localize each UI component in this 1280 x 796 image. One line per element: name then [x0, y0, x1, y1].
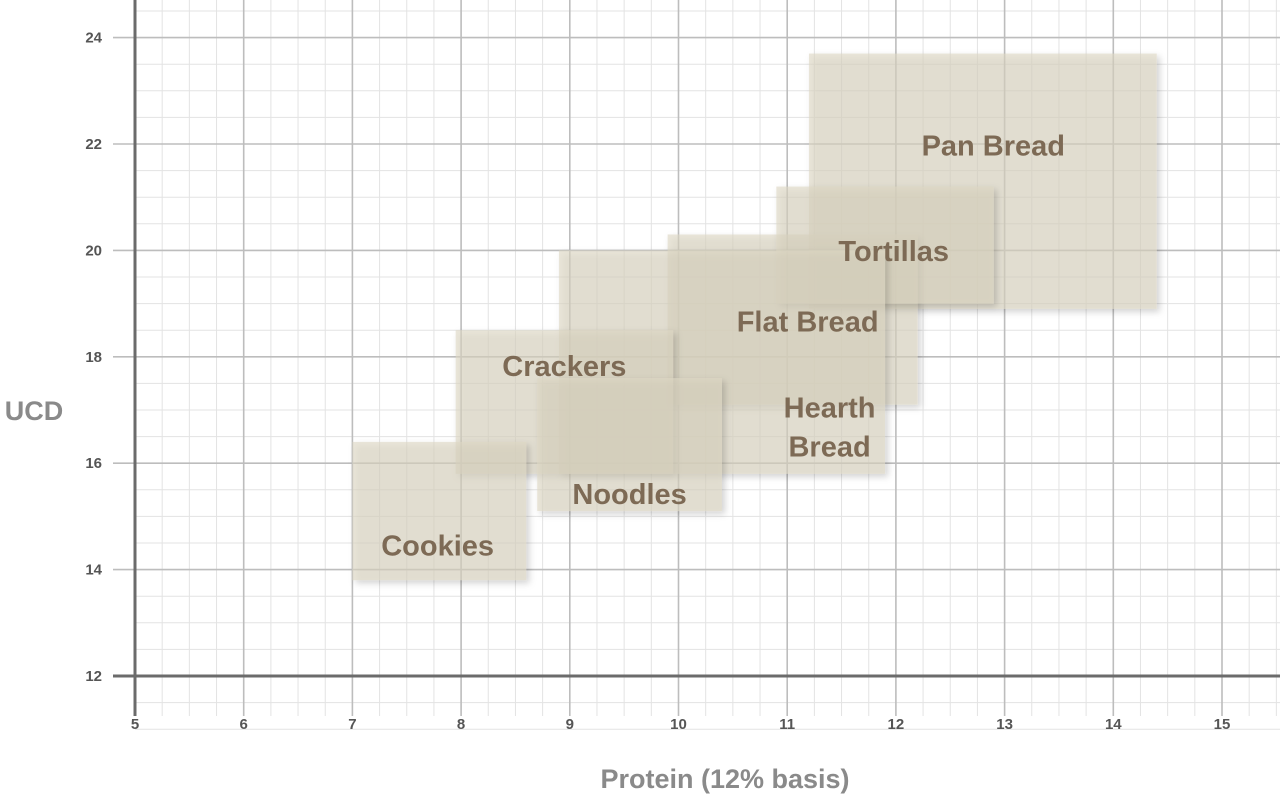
region-label-hearth-bread: Bread	[788, 431, 870, 463]
y-axis-title: UCD	[5, 396, 64, 426]
region-label-flat-bread: Flat Bread	[737, 306, 879, 338]
axes	[113, 0, 1280, 716]
x-tick-label: 15	[1214, 716, 1231, 733]
region-label-pan-bread: Pan Bread	[922, 130, 1065, 162]
region-box-cookies	[352, 441, 527, 581]
x-tick-label: 6	[240, 716, 248, 733]
x-axis-title: Protein (12% basis)	[600, 764, 849, 794]
y-tick-label: 12	[85, 668, 102, 685]
region-label-crackers: Crackers	[502, 351, 626, 383]
y-tick-label: 16	[85, 455, 102, 472]
y-tick-label: 24	[85, 30, 102, 47]
x-tick-label: 10	[670, 716, 687, 733]
region-label-hearth-bread: Hearth	[784, 392, 876, 424]
y-tick-label: 22	[85, 136, 102, 153]
x-tick-label: 13	[996, 716, 1013, 733]
y-tick-label: 14	[85, 562, 102, 579]
x-tick-label: 14	[1105, 716, 1122, 733]
region-label-tortillas: Tortillas	[838, 236, 949, 268]
x-tick-label: 9	[566, 716, 574, 733]
region-label-noodles: Noodles	[572, 479, 686, 511]
region-box-noodles	[537, 378, 722, 512]
range-labels: Pan Bread Flat Bread Tortillas Hearth Bread C…	[381, 130, 1065, 562]
y-tick-label: 20	[85, 242, 102, 259]
region-label-cookies: Cookies	[381, 531, 494, 563]
x-tick-label: 7	[348, 716, 356, 733]
x-tick-label: 8	[457, 716, 465, 733]
x-tick-label: 12	[888, 716, 905, 733]
range-boxes	[352, 53, 1157, 581]
x-tick-label: 5	[131, 716, 139, 733]
tick-labels: 5 6 7 8 9 10 11 12 13 14 15 12 14 16 18 20 22 24	[85, 30, 1230, 733]
y-tick-label: 18	[85, 349, 102, 366]
x-tick-label: 11	[779, 716, 795, 733]
